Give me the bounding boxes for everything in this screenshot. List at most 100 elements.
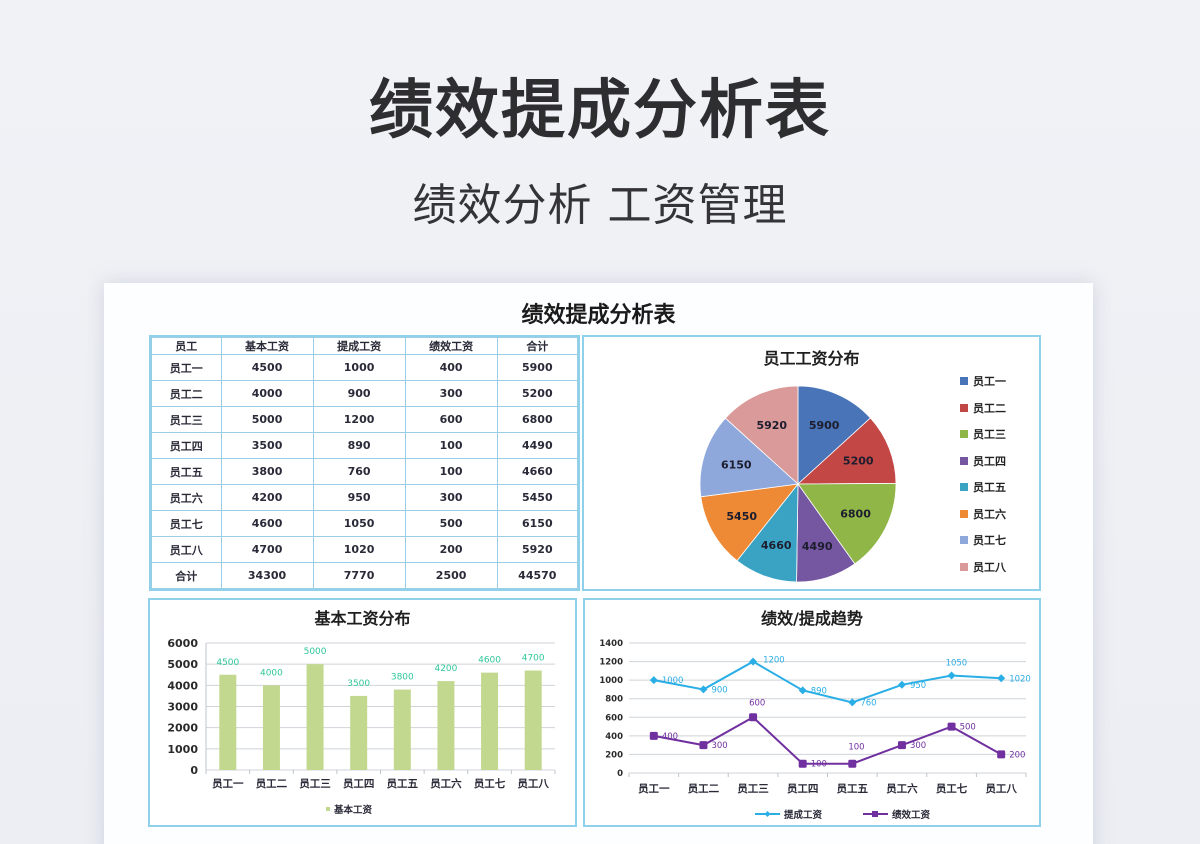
table-cell[interactable]: 员工五 xyxy=(151,458,222,485)
legend-item[interactable]: 员工四 xyxy=(960,453,1006,469)
table-cell[interactable]: 900 xyxy=(312,380,406,407)
diamond-marker-icon[interactable] xyxy=(897,680,906,689)
legend-label: 员工四 xyxy=(973,454,1006,468)
table-cell[interactable]: 4700 xyxy=(220,536,314,563)
bar[interactable] xyxy=(306,664,324,770)
bar[interactable] xyxy=(393,689,411,770)
square-marker-icon[interactable] xyxy=(997,750,1006,759)
table-cell[interactable]: 员工七 xyxy=(151,510,222,537)
bar[interactable] xyxy=(219,674,237,770)
legend-item[interactable]: 员工八 xyxy=(960,559,1006,575)
table-cell[interactable]: 300 xyxy=(404,484,498,511)
square-marker-icon[interactable] xyxy=(749,713,758,722)
y-tick-label: 3000 xyxy=(167,701,198,714)
table-cell[interactable]: 1050 xyxy=(312,510,406,537)
table-cell[interactable]: 200 xyxy=(404,536,498,563)
table-cell[interactable]: 1020 xyxy=(312,536,406,563)
table-cell[interactable]: 5200 xyxy=(496,380,579,407)
table-cell[interactable]: 100 xyxy=(404,432,498,459)
bar[interactable] xyxy=(350,695,368,770)
line-chart-title: 绩效/提成趋势 xyxy=(761,609,863,628)
pie-slice[interactable] xyxy=(724,385,799,485)
square-marker-icon[interactable] xyxy=(897,741,906,750)
diamond-marker-icon[interactable] xyxy=(947,671,956,680)
diamond-marker-icon[interactable] xyxy=(997,674,1006,683)
table-cell[interactable]: 6150 xyxy=(496,510,579,537)
diamond-marker-icon[interactable] xyxy=(699,685,708,694)
legend-label[interactable]: 基本工资 xyxy=(333,804,373,816)
table-cell[interactable]: 员工六 xyxy=(151,484,222,511)
line-data-label: 900 xyxy=(711,685,727,695)
table-cell[interactable]: 合计 xyxy=(151,562,222,589)
legend-label[interactable]: 绩效工资 xyxy=(892,809,931,821)
bar[interactable] xyxy=(524,670,542,770)
legend-item[interactable]: 员工三 xyxy=(960,426,1006,442)
table-cell[interactable]: 950 xyxy=(312,484,406,511)
bar[interactable] xyxy=(262,685,280,770)
table-cell[interactable]: 4000 xyxy=(220,380,314,407)
diamond-marker-icon[interactable] xyxy=(749,657,758,666)
table-cell[interactable]: 34300 xyxy=(220,562,314,589)
legend-item[interactable]: 员工二 xyxy=(960,400,1006,416)
table-cell[interactable]: 600 xyxy=(404,406,498,433)
square-marker-icon[interactable] xyxy=(798,759,807,768)
square-marker-icon[interactable] xyxy=(699,741,708,750)
table-cell[interactable]: 1000 xyxy=(312,354,406,381)
pie-slice[interactable] xyxy=(797,483,897,565)
table-cell[interactable]: 员工八 xyxy=(151,536,222,563)
table-cell[interactable]: 5000 xyxy=(220,406,314,433)
diamond-marker-icon[interactable] xyxy=(848,698,857,707)
table-row: 员工八 4700 1020 200 5920 xyxy=(151,536,579,563)
diamond-marker-icon[interactable] xyxy=(649,676,658,685)
table-row: 员工三 5000 1200 600 6800 xyxy=(151,406,579,433)
square-marker-icon[interactable] xyxy=(649,731,658,740)
table-cell[interactable]: 100 xyxy=(404,458,498,485)
table-cell[interactable]: 7770 xyxy=(312,562,406,589)
table-cell[interactable]: 3500 xyxy=(220,432,314,459)
legend-item[interactable]: 员工五 xyxy=(960,479,1006,495)
legend-item[interactable]: 员工六 xyxy=(960,506,1006,522)
table-cell[interactable]: 4600 xyxy=(220,510,314,537)
table-cell[interactable]: 5920 xyxy=(496,536,579,563)
pie-slice[interactable] xyxy=(699,417,799,498)
performance-line[interactable] xyxy=(653,716,1002,765)
diamond-marker-icon[interactable] xyxy=(798,686,807,695)
bar[interactable] xyxy=(481,672,499,770)
x-tick-label: 员工三 xyxy=(299,778,331,790)
table-cell[interactable]: 44570 xyxy=(496,562,579,589)
table-cell[interactable]: 4500 xyxy=(220,354,314,381)
table-cell[interactable]: 890 xyxy=(312,432,406,459)
table-cell[interactable]: 4490 xyxy=(496,432,579,459)
legend-item[interactable]: 员工七 xyxy=(960,532,1006,548)
table-cell[interactable]: 员工四 xyxy=(151,432,222,459)
table-cell[interactable]: 300 xyxy=(404,380,498,407)
table-cell[interactable]: 员工一 xyxy=(151,354,222,381)
legend-label[interactable]: 提成工资 xyxy=(784,809,823,821)
table-cell[interactable]: 员工二 xyxy=(151,380,222,407)
square-marker-icon[interactable] xyxy=(947,722,956,731)
table-cell[interactable]: 3800 xyxy=(220,458,314,485)
table-cell[interactable]: 2500 xyxy=(404,562,498,589)
table-cell[interactable]: 5450 xyxy=(496,484,579,511)
line-data-label: 890 xyxy=(811,686,827,696)
table-cell[interactable]: 员工三 xyxy=(151,406,222,433)
diamond-marker-icon xyxy=(764,811,771,817)
salary-table: 员工 基本工资 提成工资 绩效工资 合计 员工一 4500 1000 400 5900 员工二 40… xyxy=(151,337,579,589)
x-tick-label: 员工四 xyxy=(787,783,819,795)
table-cell[interactable]: 760 xyxy=(312,458,406,485)
pie-slice[interactable] xyxy=(700,483,799,562)
pie-slice[interactable] xyxy=(797,385,871,485)
table-cell[interactable]: 4200 xyxy=(220,484,314,511)
table-cell[interactable]: 6800 xyxy=(496,406,579,433)
table-cell[interactable]: 4660 xyxy=(496,458,579,485)
pie-slice[interactable] xyxy=(796,417,897,485)
square-marker-icon[interactable] xyxy=(848,759,857,768)
commission-line[interactable] xyxy=(653,660,1002,704)
table-cell[interactable]: 500 xyxy=(404,510,498,537)
bar[interactable] xyxy=(437,681,455,770)
legend-item[interactable]: 员工一 xyxy=(960,373,1006,389)
line-data-label: 400 xyxy=(662,732,678,742)
table-cell[interactable]: 400 xyxy=(404,354,498,381)
table-cell[interactable]: 5900 xyxy=(496,354,579,381)
table-cell[interactable]: 1200 xyxy=(312,406,406,433)
